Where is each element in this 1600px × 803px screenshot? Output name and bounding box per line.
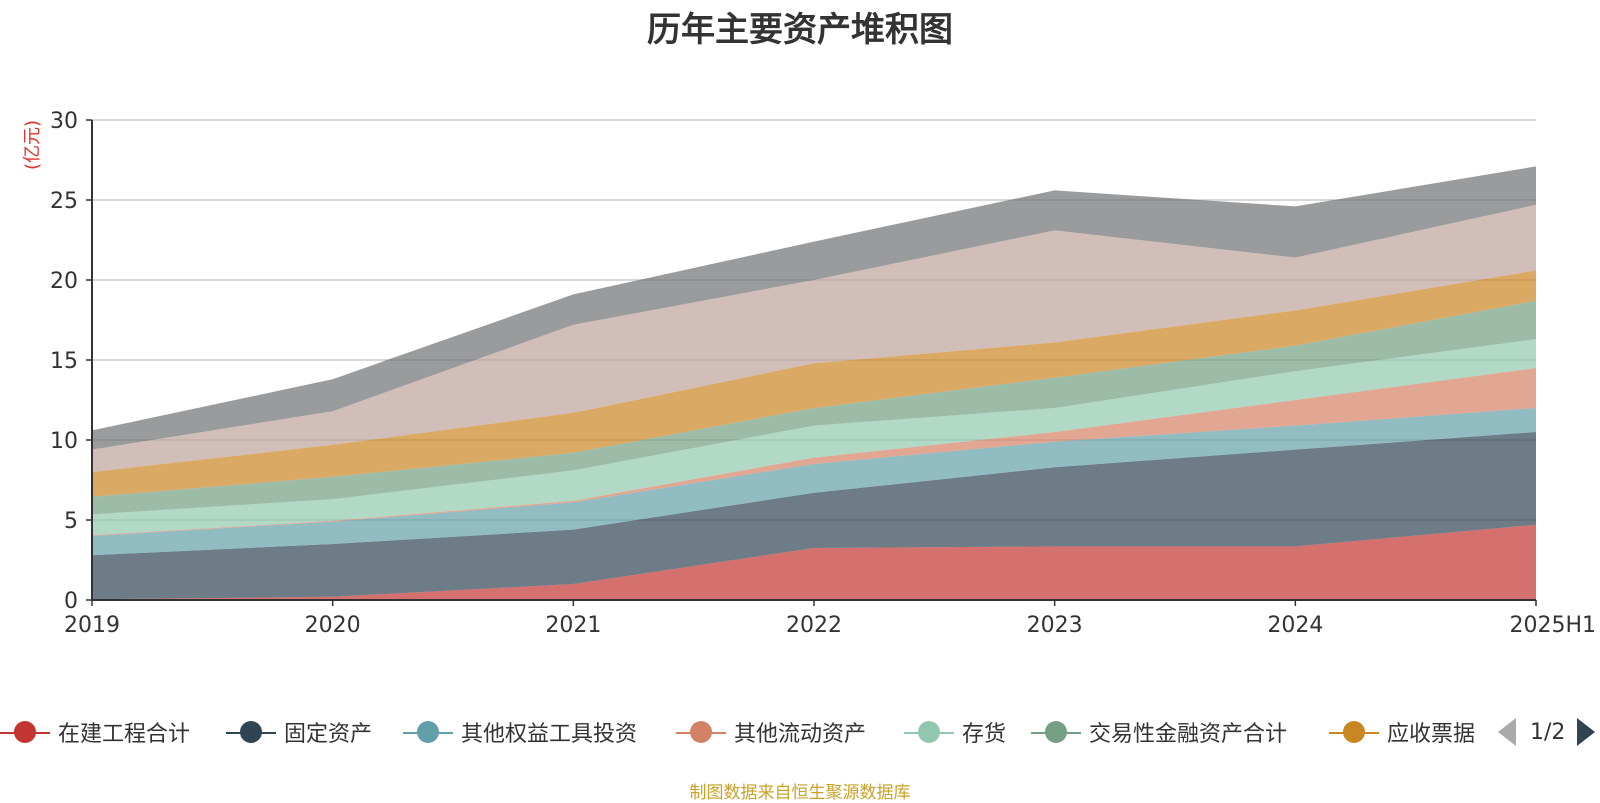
y-tick-label: 25	[50, 189, 78, 214]
legend-item[interactable]: 交易性金融资产合计	[1031, 712, 1287, 752]
legend-item[interactable]: 其他流动资产	[676, 712, 866, 752]
legend-pager: 1/2	[1498, 712, 1600, 752]
legend-item[interactable]: 其他权益工具投资	[403, 712, 637, 752]
legend-marker-icon	[904, 712, 954, 752]
area-series-8[interactable]	[92, 166, 1536, 450]
y-tick-label: 0	[64, 589, 78, 614]
legend-prev-page-icon[interactable]	[1498, 718, 1516, 746]
legend-page-indicator: 1/2	[1530, 719, 1566, 745]
y-tick-label: 10	[50, 429, 78, 454]
area-series-0[interactable]	[92, 524, 1536, 600]
area-series-2[interactable]	[92, 408, 1536, 556]
legend-marker-icon	[0, 712, 50, 752]
stacked-areas	[92, 166, 1536, 600]
area-series-4[interactable]	[92, 339, 1536, 536]
chart-title: 历年主要资产堆积图	[647, 10, 953, 50]
legend-marker-icon	[226, 712, 276, 752]
area-series-5[interactable]	[92, 300, 1536, 515]
area-series-7[interactable]	[92, 204, 1536, 473]
legend-item[interactable]: 应收票据	[1329, 712, 1475, 752]
x-tick-label: 2025H1	[1509, 613, 1596, 638]
legend-marker-icon	[403, 712, 453, 752]
legend-item[interactable]: 固定资产	[226, 712, 372, 752]
legend-label: 存货	[962, 722, 1007, 747]
legend-item[interactable]: 在建工程合计	[0, 712, 190, 752]
legend-label: 其他流动资产	[734, 722, 867, 747]
axes: 0 5 10 15 20 25 30 2019 2020 2021 2022 2023 2024 2025…	[50, 109, 1596, 638]
y-tick-label: 30	[50, 109, 78, 134]
legend: 在建工程合计 固定资产 其他权益工具投资 其他流动资产 存货 交易性金融资产合计 应收票据	[0, 712, 1600, 752]
area-series-1[interactable]	[92, 432, 1536, 600]
area-series-6[interactable]	[92, 270, 1536, 497]
legend-label: 交易性金融资产合计	[1089, 722, 1288, 747]
x-tick-label: 2023	[1027, 613, 1083, 638]
legend-label: 固定资产	[284, 722, 373, 747]
y-tick-label: 20	[50, 269, 78, 294]
legend-marker-icon	[1329, 712, 1379, 752]
x-tick-label: 2024	[1267, 613, 1323, 638]
legend-label: 应收票据	[1387, 722, 1476, 747]
legend-next-page-icon[interactable]	[1577, 718, 1596, 746]
data-source-note: 制图数据来自恒生聚源数据库	[689, 783, 911, 803]
x-tick-label: 2022	[786, 613, 842, 638]
y-tick-label: 5	[64, 509, 78, 534]
x-tick-label: 2021	[545, 613, 601, 638]
y-tick-label: 15	[50, 349, 78, 374]
legend-label: 其他权益工具投资	[461, 722, 638, 747]
y-axis-unit-label: (亿元)	[22, 120, 43, 170]
x-tick-label: 2019	[64, 613, 120, 638]
legend-item[interactable]: 存货	[904, 712, 1006, 752]
legend-marker-icon	[1031, 712, 1081, 752]
legend-marker-icon	[676, 712, 726, 752]
x-tick-label: 2020	[305, 613, 361, 638]
legend-label: 在建工程合计	[58, 722, 191, 747]
